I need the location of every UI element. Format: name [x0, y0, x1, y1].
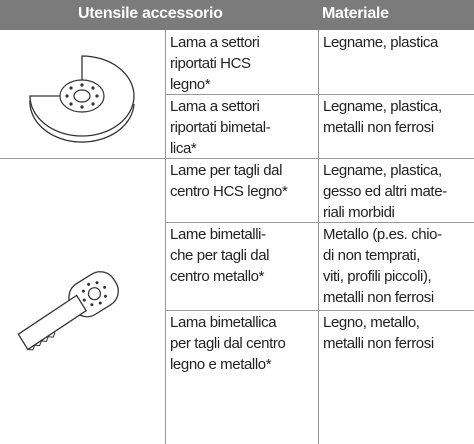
material-cell: Legname, plastica, gesso ed altri mate-ri…	[323, 158, 473, 222]
material-cell: Legname, plastica, metalli non ferrosi	[323, 94, 473, 158]
text-line: Legname, plastica,	[323, 98, 442, 115]
text-line: Lama bimetallica	[170, 314, 277, 331]
text-line: Lame per tagli dal	[170, 162, 283, 179]
tool-cell: Lame bimetalli-che per tagli dal centro m…	[170, 222, 317, 310]
text-line: legno e metallo*	[170, 356, 272, 373]
row-divider	[165, 222, 474, 223]
plunge-blade-icon	[17, 271, 119, 351]
text-line: di non temprati,	[323, 247, 420, 264]
table-header: Utensile accessorio Materiale	[0, 0, 474, 30]
group-divider	[0, 158, 474, 159]
text-line: centro HCS legno*	[170, 183, 288, 200]
text-line: per tagli dal centro	[170, 335, 286, 352]
header-material: Materiale	[322, 5, 389, 22]
text-line: Legno, metallo,	[323, 314, 420, 331]
text-line: metalli non ferrosi	[323, 335, 434, 352]
column-divider	[165, 30, 166, 444]
text-line: legno*	[170, 76, 211, 93]
text-line: centro metallo*	[170, 268, 265, 285]
column-divider	[318, 30, 319, 444]
tool-cell: Lama a settori riportati HCS legno*	[170, 30, 317, 94]
text-line: Lame bimetalli-	[170, 226, 266, 243]
material-cell: Metallo (p.es. chio-di non temprati, viti…	[323, 222, 473, 310]
text-line: viti, profili piccoli),	[323, 268, 432, 285]
text-line: Lama a settori	[170, 98, 260, 115]
segment-blade-icon	[29, 55, 135, 143]
material-cell: Legno, metallo, metalli non ferrosi	[323, 310, 473, 444]
text-line: che per tagli dal	[170, 247, 270, 264]
text-line: Legname, plastica	[323, 34, 438, 51]
row-divider	[165, 94, 474, 95]
material-cell: Legname, plastica	[323, 30, 473, 94]
text-line: riali morbidi	[323, 204, 395, 221]
header-tool: Utensile accessorio	[78, 5, 223, 22]
tool-cell: Lama bimetallica per tagli dal centro legn…	[170, 310, 317, 444]
text-line: riportati bimetal-	[170, 119, 271, 136]
text-line: lica*	[170, 140, 197, 157]
text-line: Lama a settori	[170, 34, 260, 51]
text-line: riportati HCS	[170, 55, 251, 72]
text-line: gesso ed altri mate-	[323, 183, 447, 200]
row-divider	[165, 310, 474, 311]
text-line: metalli non ferrosi	[323, 119, 434, 136]
tool-cell: Lama a settori riportati bimetal-lica*	[170, 94, 317, 158]
text-line: Legname, plastica,	[323, 162, 442, 179]
text-line: Metallo (p.es. chio-	[323, 226, 442, 243]
tool-cell: Lame per tagli dal centro HCS legno*	[170, 158, 317, 222]
text-line: metalli non ferrosi	[323, 289, 434, 306]
